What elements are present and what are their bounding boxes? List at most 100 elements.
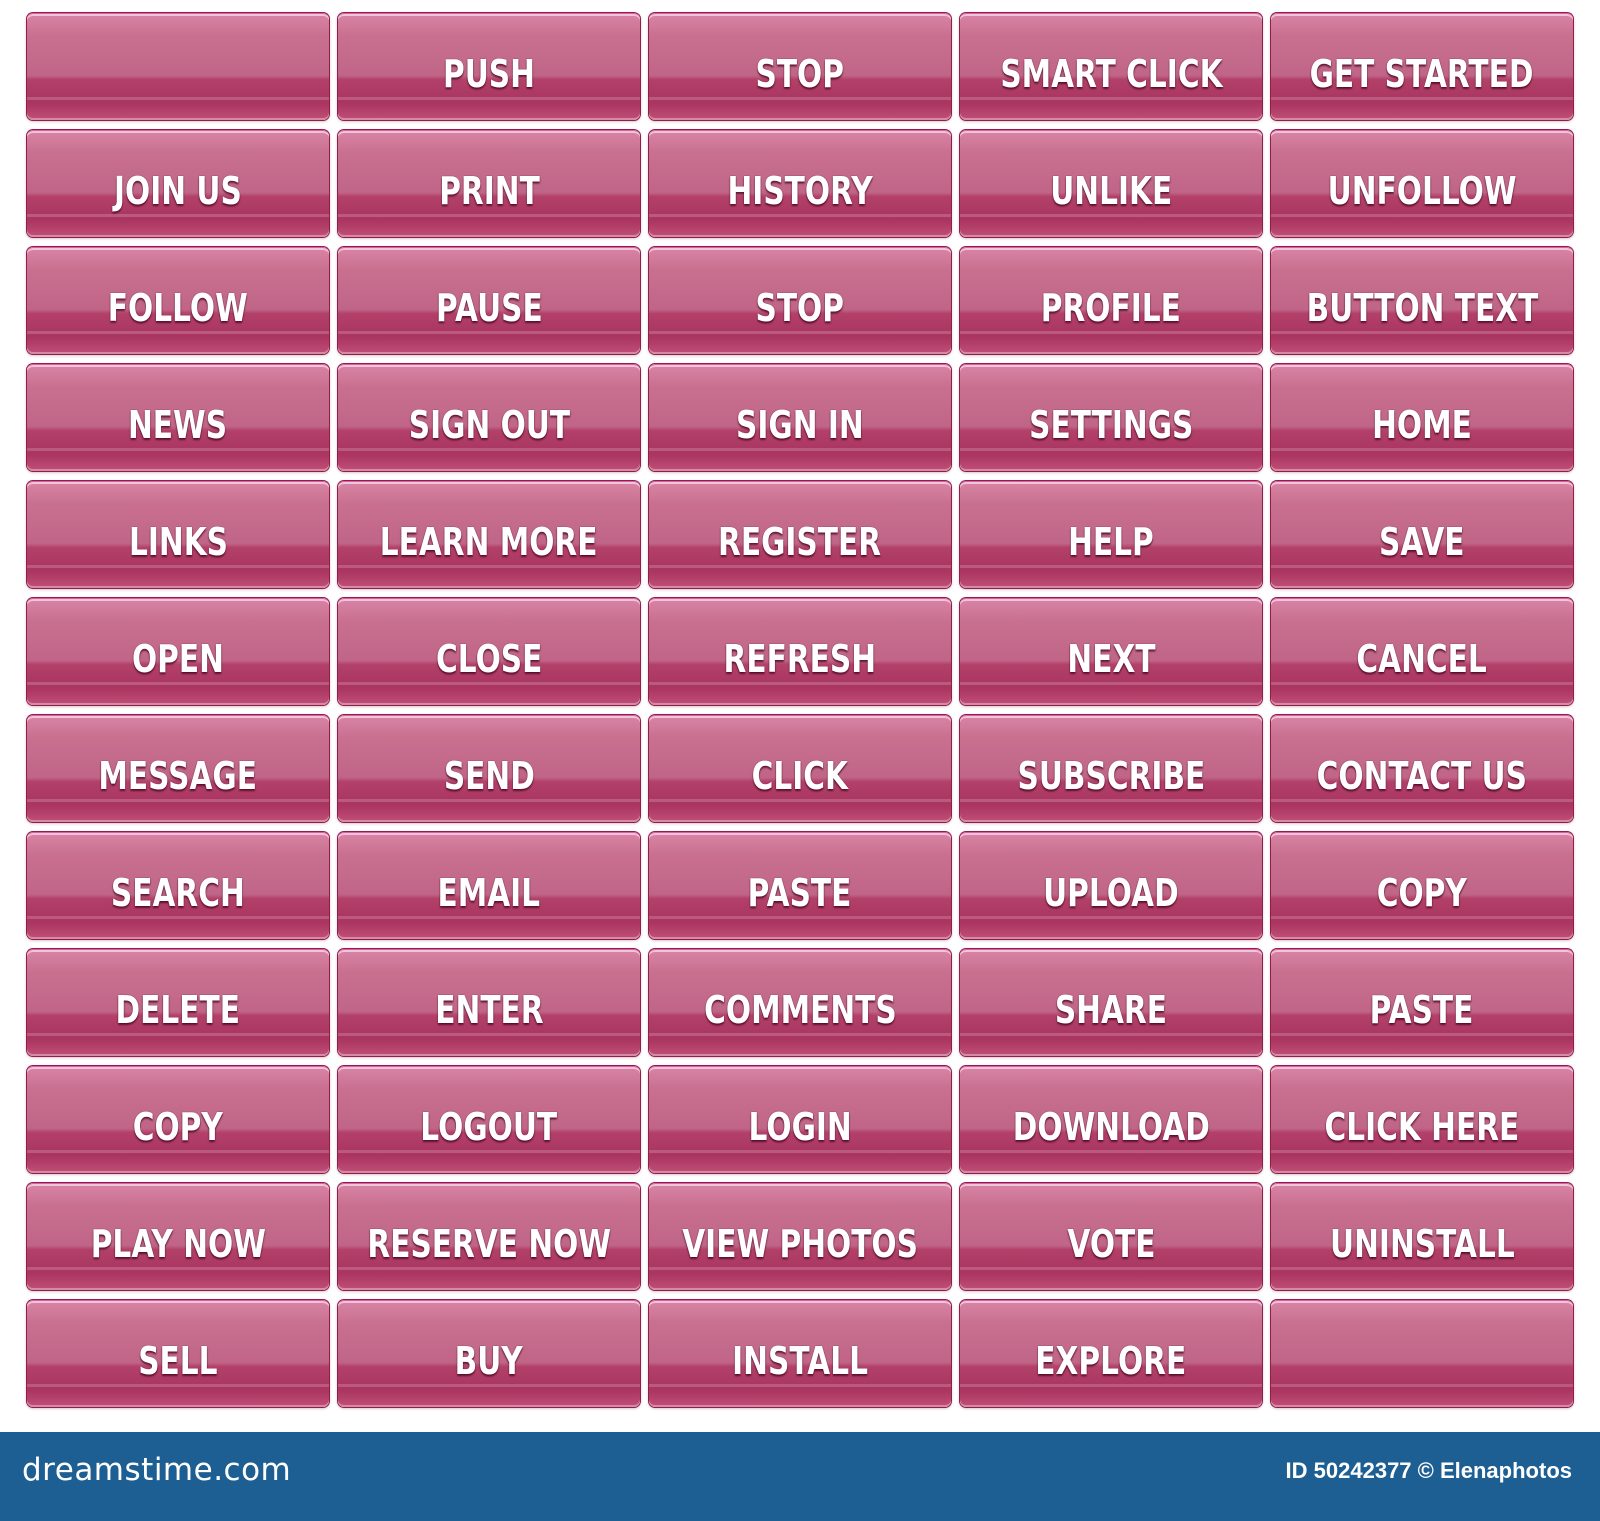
button-label: MESSAGE	[98, 754, 258, 798]
open-button[interactable]: OPEN	[27, 598, 329, 705]
click-here-button[interactable]: CLICK HERE	[1271, 1066, 1573, 1173]
buy-button[interactable]: BUY	[338, 1300, 640, 1407]
get-started-button[interactable]: GET STARTED	[1271, 13, 1573, 120]
save-button[interactable]: SAVE	[1271, 481, 1573, 588]
copy-button[interactable]: COPY	[27, 1066, 329, 1173]
stop-button[interactable]: STOP	[649, 247, 951, 354]
button-label: CLOSE	[435, 637, 543, 681]
view-photos-button[interactable]: VIEW PHOTOS	[649, 1183, 951, 1290]
close-button[interactable]: CLOSE	[338, 598, 640, 705]
profile-button[interactable]: PROFILE	[960, 247, 1262, 354]
join-us-button[interactable]: JOIN US	[27, 130, 329, 237]
button-label: NEWS	[128, 403, 228, 447]
button-label: DOWNLOAD	[1012, 1105, 1210, 1149]
next-button[interactable]: NEXT	[960, 598, 1262, 705]
install-button[interactable]: INSTALL	[649, 1300, 951, 1407]
register-button[interactable]: REGISTER	[649, 481, 951, 588]
unlike-button[interactable]: UNLIKE	[960, 130, 1262, 237]
download-button[interactable]: DOWNLOAD	[960, 1066, 1262, 1173]
button-label: EMAIL	[437, 871, 541, 915]
explore-button[interactable]: EXPLORE	[960, 1300, 1262, 1407]
button-label: SMART CLICK	[999, 52, 1223, 96]
refresh-button[interactable]: REFRESH	[649, 598, 951, 705]
cancel-button[interactable]: CANCEL	[1271, 598, 1573, 705]
send-button[interactable]: SEND	[338, 715, 640, 822]
button-label: PRINT	[438, 169, 540, 213]
button-label: LOGIN	[748, 1105, 852, 1149]
unfollow-button[interactable]: UNFOLLOW	[1271, 130, 1573, 237]
button-label: PASTE	[1370, 988, 1474, 1032]
follow-button[interactable]: FOLLOW	[27, 247, 329, 354]
button-label: UNFOLLOW	[1327, 169, 1517, 213]
push-button[interactable]: PUSH	[338, 13, 640, 120]
button-label: INSTALL	[732, 1339, 868, 1383]
button-label: ENTER	[434, 988, 544, 1032]
button-label: JOIN US	[114, 169, 242, 213]
button-label: UNLIKE	[1049, 169, 1172, 213]
button-label: BUTTON TEXT	[1306, 286, 1538, 330]
pause-button[interactable]: PAUSE	[338, 247, 640, 354]
sell-button[interactable]: SELL	[27, 1300, 329, 1407]
button-label: CLICK	[751, 754, 849, 798]
enter-button[interactable]: ENTER	[338, 949, 640, 1056]
button-label: FOLLOW	[107, 286, 249, 330]
button-label: LEARN MORE	[380, 520, 598, 564]
search-button[interactable]: SEARCH	[27, 832, 329, 939]
button-label: PROFILE	[1040, 286, 1182, 330]
sign-in-button[interactable]: SIGN IN	[649, 364, 951, 471]
stop-button[interactable]: STOP	[649, 13, 951, 120]
blank-button[interactable]	[1271, 1300, 1573, 1407]
help-button[interactable]: HELP	[960, 481, 1262, 588]
footer-bar: dreamstime.com ID 50242377 © Elenaphotos	[0, 1432, 1600, 1521]
button-label: UPLOAD	[1043, 871, 1179, 915]
delete-button[interactable]: DELETE	[27, 949, 329, 1056]
message-button[interactable]: MESSAGE	[27, 715, 329, 822]
login-button[interactable]: LOGIN	[649, 1066, 951, 1173]
upload-button[interactable]: UPLOAD	[960, 832, 1262, 939]
button-label: STOP	[755, 52, 845, 96]
home-button[interactable]: HOME	[1271, 364, 1573, 471]
reserve-now-button[interactable]: RESERVE NOW	[338, 1183, 640, 1290]
play-now-button[interactable]: PLAY NOW	[27, 1183, 329, 1290]
learn-more-button[interactable]: LEARN MORE	[338, 481, 640, 588]
button-label: SIGN IN	[736, 403, 864, 447]
button-label: SHARE	[1054, 988, 1168, 1032]
button-label: LINKS	[128, 520, 228, 564]
button-label: HELP	[1068, 520, 1154, 564]
uninstall-button[interactable]: UNINSTALL	[1271, 1183, 1573, 1290]
logout-button[interactable]: LOGOUT	[338, 1066, 640, 1173]
comments-button[interactable]: COMMENTS	[649, 949, 951, 1056]
blank-button[interactable]	[27, 13, 329, 120]
news-button[interactable]: NEWS	[27, 364, 329, 471]
contact-us-button[interactable]: CONTACT US	[1271, 715, 1573, 822]
click-button[interactable]: CLICK	[649, 715, 951, 822]
print-button[interactable]: PRINT	[338, 130, 640, 237]
history-button[interactable]: HISTORY	[649, 130, 951, 237]
paste-button[interactable]: PASTE	[1271, 949, 1573, 1056]
smart-click-button[interactable]: SMART CLICK	[960, 13, 1262, 120]
settings-button[interactable]: SETTINGS	[960, 364, 1262, 471]
footer-id-text: ID 50242377 © Elenaphotos	[1285, 1458, 1572, 1483]
button-label: OPEN	[132, 637, 224, 681]
subscribe-button[interactable]: SUBSCRIBE	[960, 715, 1262, 822]
button-label: GET STARTED	[1310, 52, 1534, 96]
button-label: SEARCH	[111, 871, 245, 915]
button-label: COMMENTS	[703, 988, 897, 1032]
button-label: RESERVE NOW	[367, 1222, 611, 1266]
links-button[interactable]: LINKS	[27, 481, 329, 588]
vote-button[interactable]: VOTE	[960, 1183, 1262, 1290]
button-label: CANCEL	[1356, 637, 1488, 681]
button-label: REGISTER	[718, 520, 882, 564]
button-label: REFRESH	[723, 637, 877, 681]
button-label: VIEW PHOTOS	[682, 1222, 918, 1266]
share-button[interactable]: SHARE	[960, 949, 1262, 1056]
copy-button[interactable]: COPY	[1271, 832, 1573, 939]
email-button[interactable]: EMAIL	[338, 832, 640, 939]
button-text-button[interactable]: BUTTON TEXT	[1271, 247, 1573, 354]
button-label: CLICK HERE	[1324, 1105, 1520, 1149]
button-label: LOGOUT	[420, 1105, 558, 1149]
button-label: STOP	[755, 286, 845, 330]
paste-button[interactable]: PASTE	[649, 832, 951, 939]
sign-out-button[interactable]: SIGN OUT	[338, 364, 640, 471]
button-label: PASTE	[748, 871, 852, 915]
